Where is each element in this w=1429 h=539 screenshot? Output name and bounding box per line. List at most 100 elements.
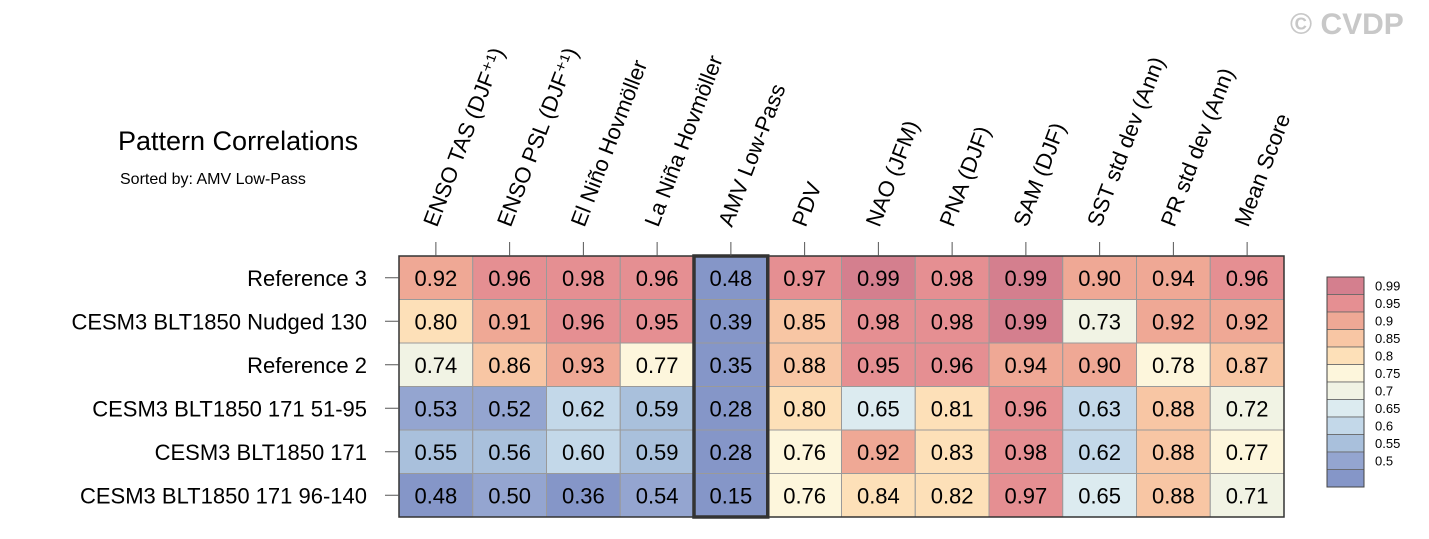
colorbar-tick-label: 0.99	[1375, 279, 1400, 294]
cell-value-label: 0.95	[636, 309, 679, 334]
cell-value-label: 0.96	[1226, 266, 1269, 291]
heatmap-cell	[767, 386, 842, 431]
cell-value-label: 0.88	[1152, 396, 1195, 421]
cell-value-label: 0.71	[1226, 483, 1269, 508]
cell-value-label: 0.84	[857, 483, 900, 508]
cell-value-label: 0.82	[931, 483, 974, 508]
column-label: Mean Score	[1229, 110, 1295, 230]
cell-value-label: 0.85	[783, 309, 826, 334]
heatmap-cell	[546, 342, 621, 387]
column-label: ENSO PSL (DJF⁺¹)	[492, 44, 583, 230]
heatmap-cell	[398, 473, 474, 518]
column-label: NAO (JFM)	[861, 117, 924, 230]
colorbar-tick-label: 0.7	[1375, 384, 1393, 399]
cell-value-label: 0.15	[709, 483, 752, 508]
heatmap-cell	[1209, 429, 1285, 474]
cell-value-label: 0.98	[1004, 440, 1047, 465]
heatmap-cell	[398, 386, 474, 431]
row-label: CESM3 BLT1850 171 51-95	[92, 396, 367, 421]
cell-value-label: 0.87	[1226, 353, 1269, 378]
cell-value-label: 0.65	[857, 396, 900, 421]
cell-value-label: 0.48	[414, 483, 457, 508]
heatmap-cell	[398, 299, 474, 344]
cell-value-label: 0.35	[709, 353, 752, 378]
cell-value-label: 0.93	[562, 353, 605, 378]
heatmap-cell	[1062, 342, 1137, 387]
row-label: CESM3 BLT1850 Nudged 130	[71, 309, 367, 334]
heatmap-cell	[472, 473, 547, 518]
colorbar-swatch	[1326, 294, 1365, 313]
cell-value-label: 0.92	[1152, 309, 1195, 334]
row-label: CESM3 BLT1850 171	[155, 440, 367, 465]
cell-value-label: 0.65	[1078, 483, 1121, 508]
cell-value-label: 0.73	[1078, 309, 1121, 334]
colorbar-tick-label: 0.5	[1375, 454, 1393, 469]
cell-value-label: 0.76	[783, 440, 826, 465]
heatmap-cell	[1136, 299, 1211, 344]
row-label: CESM3 BLT1850 171 96-140	[80, 483, 367, 508]
cell-value-label: 0.48	[709, 266, 752, 291]
cell-value-label: 0.90	[1078, 353, 1121, 378]
cell-value-label: 0.97	[783, 266, 826, 291]
heatmap-cell	[1136, 386, 1211, 431]
cell-value-label: 0.52	[488, 396, 531, 421]
cell-value-label: 0.98	[857, 309, 900, 334]
heatmap-cell	[988, 473, 1064, 518]
cell-value-label: 0.98	[931, 309, 974, 334]
colorbar-tick-label: 0.75	[1375, 366, 1400, 381]
column-label: PR std dev (Ann)	[1156, 64, 1239, 229]
cell-value-label: 0.92	[414, 266, 457, 291]
cell-value-label: 0.96	[562, 309, 605, 334]
cell-value-label: 0.72	[1226, 396, 1269, 421]
colorbar-swatch	[1326, 399, 1365, 418]
cell-value-label: 0.78	[1152, 353, 1195, 378]
heatmap-cell	[619, 473, 695, 518]
cell-value-label: 0.39	[709, 309, 752, 334]
cell-value-label: 0.54	[636, 483, 679, 508]
heatmap-cell	[619, 342, 695, 387]
colorbar-tick-label: 0.85	[1375, 331, 1400, 346]
colorbar-swatch	[1326, 469, 1365, 488]
cell-value-label: 0.28	[709, 396, 752, 421]
column-label: SAM (DJF)	[1008, 119, 1070, 230]
cell-value-label: 0.53	[414, 396, 457, 421]
heatmap-cell	[914, 429, 990, 474]
colorbar-swatch	[1326, 381, 1365, 400]
cell-value-label: 0.59	[636, 396, 679, 421]
cell-value-label: 0.92	[857, 440, 900, 465]
colorbar-swatch	[1326, 311, 1365, 330]
colorbar-swatch	[1326, 451, 1365, 470]
cell-value-label: 0.94	[1152, 266, 1195, 291]
heatmap-cell	[619, 429, 695, 474]
cell-value-label: 0.96	[1004, 396, 1047, 421]
heatmap-cell	[767, 473, 842, 518]
heatmap-cell	[988, 299, 1064, 344]
cell-value-label: 0.55	[414, 440, 457, 465]
cell-value-label: 0.81	[931, 396, 974, 421]
cell-value-label: 0.98	[562, 266, 605, 291]
cell-value-label: 0.88	[1152, 483, 1195, 508]
cell-value-label: 0.86	[488, 353, 531, 378]
cell-value-label: 0.99	[1004, 309, 1047, 334]
cell-value-label: 0.74	[414, 353, 457, 378]
heatmap-cell	[546, 386, 621, 431]
column-label: El Niño Hovmöller	[566, 56, 652, 229]
cell-value-label: 0.62	[562, 396, 605, 421]
cell-value-label: 0.77	[636, 353, 679, 378]
heatmap-cell	[914, 473, 990, 518]
colorbar-swatch	[1326, 329, 1365, 348]
heatmap-cell	[693, 429, 769, 474]
cell-value-label: 0.96	[636, 266, 679, 291]
heatmap-cell	[1136, 473, 1211, 518]
cell-value-label: 0.99	[857, 266, 900, 291]
colorbar-swatch	[1326, 434, 1365, 453]
column-label: PDV	[787, 178, 827, 229]
grid-border	[398, 255, 1285, 518]
row-label: Reference 3	[247, 266, 367, 291]
heatmap-cell	[841, 299, 916, 344]
colorbar-swatch	[1326, 416, 1365, 435]
cvdp-watermark: © CVDP	[1290, 8, 1404, 41]
heatmap-cell	[1209, 342, 1285, 387]
heatmap-cell	[1136, 429, 1211, 474]
